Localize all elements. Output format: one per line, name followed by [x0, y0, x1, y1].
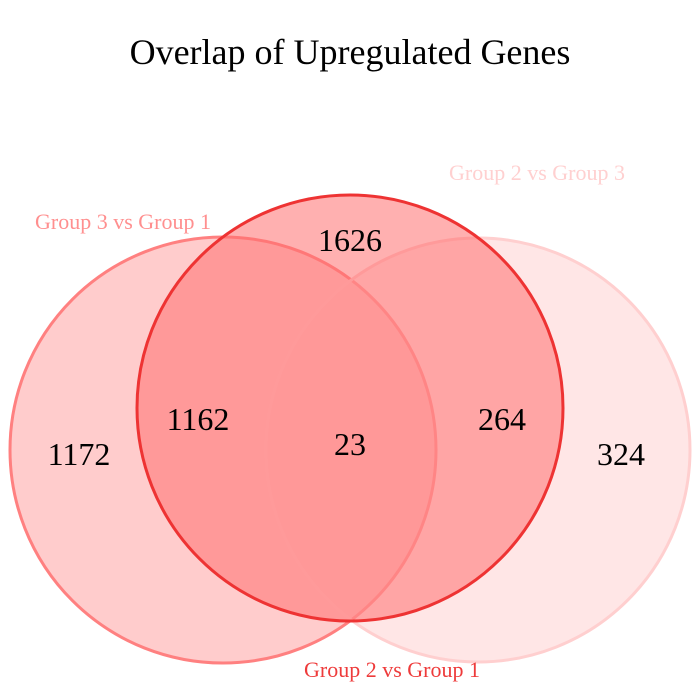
count-all-three: 23 — [334, 426, 366, 462]
count-group3v1-and-group2v1: 1162 — [167, 401, 230, 437]
count-only-group3-vs-group1: 1172 — [48, 436, 111, 472]
chart-title: Overlap of Upregulated Genes — [130, 32, 571, 72]
set-label-group3-vs-group1: Group 3 vs Group 1 — [35, 209, 211, 234]
set-label-group2-vs-group3: Group 2 vs Group 3 — [449, 160, 625, 185]
count-only-group2-vs-group3: 324 — [597, 436, 645, 472]
set-label-group2-vs-group1: Group 2 vs Group 1 — [304, 657, 480, 682]
count-only-group2-vs-group1: 1626 — [318, 222, 382, 258]
set-circle-group2-vs-group1 — [135, 193, 565, 623]
count-group2v1-and-group2v3: 264 — [478, 401, 526, 437]
